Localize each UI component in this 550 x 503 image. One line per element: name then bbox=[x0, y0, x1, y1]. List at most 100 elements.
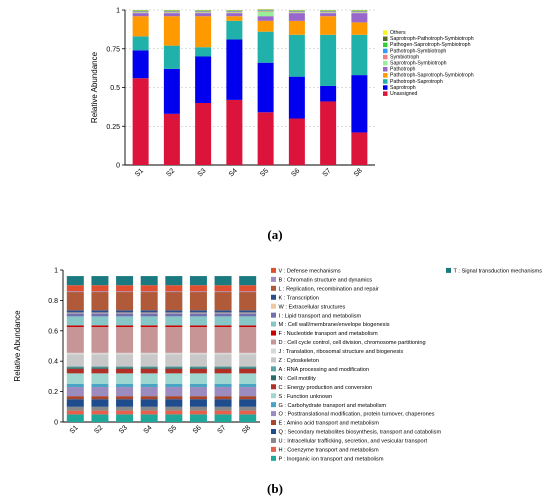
legend-label: Pathotroph-Saprotroph-Symbiotroph bbox=[390, 73, 474, 79]
bar-segment bbox=[132, 12, 149, 14]
y-tick-label: 1 bbox=[54, 268, 58, 275]
bar-segment bbox=[351, 13, 368, 23]
bar-segment bbox=[140, 384, 158, 388]
legend-swatch bbox=[271, 429, 276, 434]
bar-segment bbox=[165, 366, 183, 368]
x-tick-label: S6 bbox=[290, 167, 301, 178]
bar-segment bbox=[132, 11, 149, 13]
bar-segment bbox=[189, 396, 207, 400]
bar-segment bbox=[288, 118, 305, 165]
bar-segment bbox=[239, 292, 257, 311]
bar-segment bbox=[116, 292, 134, 311]
legend-swatch bbox=[271, 267, 276, 273]
bar-segment bbox=[195, 47, 212, 57]
legend-swatch bbox=[271, 366, 276, 372]
bar-segment bbox=[140, 396, 158, 400]
x-tick-label: S3 bbox=[118, 424, 129, 435]
bar-segment bbox=[320, 12, 337, 14]
legend-label: K : Transcription bbox=[279, 295, 319, 301]
bar-segment bbox=[66, 373, 84, 384]
bar-segment bbox=[165, 399, 183, 407]
bar-segment bbox=[140, 410, 158, 415]
bar-segment bbox=[91, 399, 109, 407]
legend-label: Pathotroph-Saprotroph bbox=[390, 79, 443, 85]
bar-segment bbox=[140, 325, 158, 327]
bar-segment bbox=[257, 10, 274, 12]
bar-segment bbox=[288, 34, 305, 77]
bar-segment bbox=[91, 316, 109, 326]
bar-segment bbox=[189, 414, 207, 422]
bar-segment bbox=[140, 352, 158, 355]
bar-segment bbox=[288, 20, 305, 35]
bar-segment bbox=[91, 352, 109, 355]
legend-swatch bbox=[383, 30, 388, 35]
bar-segment bbox=[66, 406, 84, 411]
bar-segment bbox=[239, 406, 257, 411]
bar-segment bbox=[214, 325, 232, 327]
bar-segment bbox=[66, 387, 84, 397]
bar-segment bbox=[189, 312, 207, 314]
bar-segment bbox=[195, 11, 212, 13]
bar-segment bbox=[189, 406, 207, 411]
bar-segment bbox=[66, 410, 84, 415]
bar-segment bbox=[239, 325, 257, 327]
bar-segment bbox=[66, 384, 84, 388]
y-tick-label: 0 bbox=[54, 420, 58, 427]
bar-segment bbox=[239, 291, 257, 293]
bar-segment bbox=[140, 327, 158, 353]
bar-segment bbox=[116, 291, 134, 293]
y-tick-label: 0.5 bbox=[110, 85, 120, 92]
bar-segment bbox=[351, 34, 368, 76]
bar-segment bbox=[66, 399, 84, 407]
bar-segment bbox=[189, 373, 207, 384]
bar-segment bbox=[91, 354, 109, 367]
legend-label: I : Lipid transport and metabolism bbox=[279, 313, 362, 319]
bar-segment bbox=[239, 396, 257, 400]
bar-segment bbox=[66, 291, 84, 293]
legend-swatch bbox=[446, 267, 451, 273]
legend-swatch bbox=[271, 411, 276, 417]
bar-segment bbox=[226, 39, 243, 100]
bar-segment bbox=[91, 396, 109, 400]
bar-segment bbox=[132, 78, 149, 165]
bar-segment bbox=[239, 387, 257, 397]
bar-segment bbox=[165, 276, 183, 286]
bar-segment bbox=[116, 410, 134, 415]
bar-segment bbox=[116, 325, 134, 327]
legend-swatch bbox=[271, 420, 276, 426]
bar-segment bbox=[140, 406, 158, 411]
x-tick-label: S7 bbox=[216, 424, 227, 435]
legend-label: J : Translation, ribosomal structure and… bbox=[279, 349, 404, 355]
bar-segment bbox=[189, 354, 207, 367]
bar-segment bbox=[116, 387, 134, 397]
legend-label: D : Cell cycle control, cell division, c… bbox=[279, 340, 426, 346]
bar-segment bbox=[239, 285, 257, 292]
bar-segment bbox=[257, 16, 274, 21]
bar-segment bbox=[239, 399, 257, 407]
legend-swatch bbox=[271, 357, 276, 363]
bar-segment bbox=[66, 396, 84, 400]
legend-swatch bbox=[271, 455, 276, 461]
bar-segment bbox=[239, 316, 257, 326]
x-tick-label: S4 bbox=[143, 424, 154, 435]
bar-segment bbox=[66, 366, 84, 368]
bar-segment bbox=[140, 285, 158, 292]
bar-segment bbox=[116, 310, 134, 313]
bar-segment bbox=[91, 276, 109, 286]
bar-segment bbox=[195, 56, 212, 103]
bar-segment bbox=[66, 313, 84, 317]
bar-segment bbox=[189, 285, 207, 292]
bar-segment bbox=[91, 384, 109, 388]
legend-label: T : Signal transduction mechanisms bbox=[454, 269, 543, 275]
bar-segment bbox=[239, 354, 257, 367]
bar-segment bbox=[189, 366, 207, 368]
bar-segment bbox=[189, 327, 207, 353]
bar-segment bbox=[214, 312, 232, 314]
bar-segment bbox=[140, 387, 158, 397]
bar-segment bbox=[195, 12, 212, 14]
bar-segment bbox=[320, 16, 337, 35]
bar-segment bbox=[66, 414, 84, 422]
legend-swatch bbox=[383, 85, 388, 90]
bar-segment bbox=[214, 396, 232, 400]
